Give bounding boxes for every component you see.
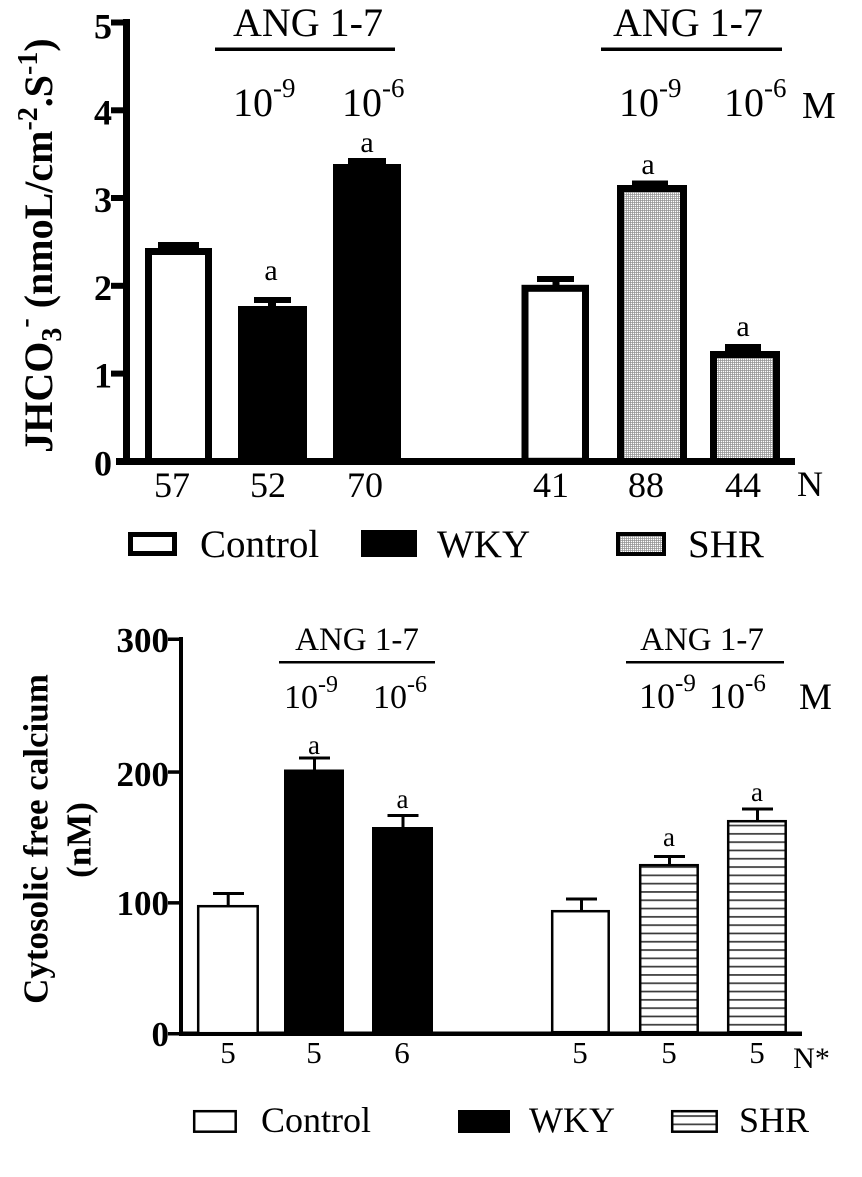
svg-text:10-9: 10-9 <box>233 73 296 125</box>
svg-text:SHR: SHR <box>739 1100 809 1140</box>
svg-text:6: 6 <box>394 1035 410 1070</box>
svg-text:SHR: SHR <box>688 523 764 566</box>
svg-text:WKY: WKY <box>437 523 530 566</box>
svg-text:0: 0 <box>94 443 112 483</box>
svg-text:a: a <box>736 310 749 343</box>
svg-text:88: 88 <box>628 465 664 505</box>
svg-text:ANG 1-7: ANG 1-7 <box>640 622 764 658</box>
svg-text:N*: N* <box>793 1042 830 1075</box>
svg-text:a: a <box>264 254 277 287</box>
svg-text:44: 44 <box>725 465 761 505</box>
svg-text:M: M <box>802 85 836 127</box>
svg-text:0: 0 <box>152 1015 170 1054</box>
svg-text:a: a <box>360 126 373 159</box>
svg-text:5: 5 <box>749 1035 765 1070</box>
svg-text:5: 5 <box>220 1035 236 1070</box>
svg-text:57: 57 <box>154 465 190 505</box>
svg-text:a: a <box>751 777 763 807</box>
svg-text:N: N <box>797 464 823 504</box>
svg-text:a: a <box>663 822 675 852</box>
svg-text:Control: Control <box>261 1100 371 1140</box>
svg-text:1: 1 <box>94 356 112 396</box>
svg-text:52: 52 <box>250 465 286 505</box>
svg-text:300: 300 <box>117 621 170 660</box>
svg-text:70: 70 <box>347 465 383 505</box>
svg-text:200: 200 <box>117 755 170 794</box>
svg-text:M: M <box>799 677 832 718</box>
svg-text:10-9: 10-9 <box>284 672 338 716</box>
svg-text:Cytosolic free calcium: Cytosolic free calcium <box>17 674 56 1004</box>
svg-text:a: a <box>397 784 409 814</box>
svg-text:ANG 1-7: ANG 1-7 <box>233 0 383 45</box>
svg-text:(nM): (nM) <box>60 802 99 878</box>
svg-text:JHCO3- (nmoL/cm-2.S-1): JHCO3- (nmoL/cm-2.S-1) <box>10 38 68 452</box>
svg-text:4: 4 <box>94 92 112 132</box>
svg-text:2: 2 <box>94 268 112 308</box>
svg-text:5: 5 <box>572 1035 588 1070</box>
svg-text:41: 41 <box>533 465 569 505</box>
svg-text:a: a <box>308 730 320 760</box>
svg-text:5: 5 <box>306 1035 322 1070</box>
svg-text:Control: Control <box>200 523 319 566</box>
svg-text:100: 100 <box>117 884 170 923</box>
svg-text:3: 3 <box>94 180 112 220</box>
svg-text:a: a <box>641 148 654 181</box>
svg-text:ANG 1-7: ANG 1-7 <box>613 0 763 45</box>
svg-text:WKY: WKY <box>529 1100 615 1140</box>
svg-text:ANG 1-7: ANG 1-7 <box>295 622 419 658</box>
svg-text:5: 5 <box>94 7 112 47</box>
svg-text:5: 5 <box>661 1035 677 1070</box>
